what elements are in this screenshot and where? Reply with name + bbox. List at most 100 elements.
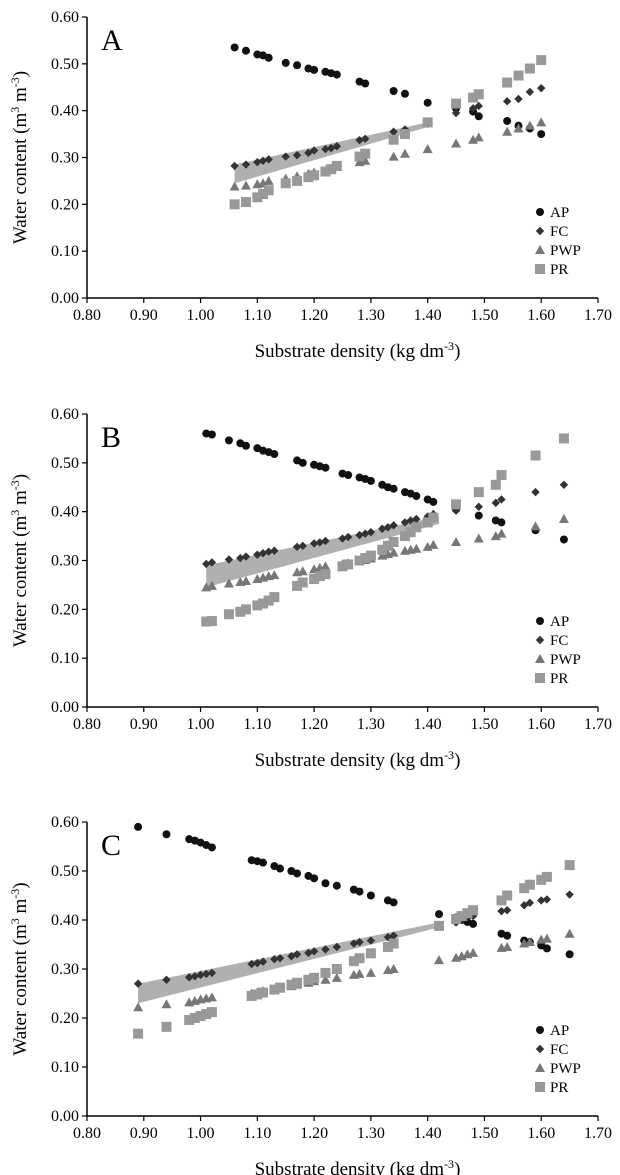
data-point-fc [525,87,535,97]
data-point-pr [377,544,388,555]
data-point-pwp [468,134,479,144]
x-tick-label: 1.00 [187,716,215,733]
y-tick-label: 0.10 [51,650,79,667]
legend-label-ap: AP [550,1023,569,1039]
chart-panel-a: 0.80 0.90 1.00 1.10 1.20 1.30 1.40 1.50 1.60 1.70… [8,9,612,362]
data-point-pr [331,160,342,171]
data-point-pr [451,499,462,510]
data-point-pwp [490,531,501,541]
data-point-fc [321,536,330,546]
data-point-pr [161,1021,172,1032]
x-tick-label: 1.60 [527,1125,555,1142]
data-point-fc [355,937,364,947]
data-point-ap [542,944,551,953]
data-point-fc [270,955,279,964]
data-point-ap [332,70,341,79]
data-point-pwp [399,148,410,158]
data-point-pr [309,170,320,181]
data-point-ap [264,53,273,62]
data-point-ap [389,86,398,95]
data-point-pwp [451,536,462,546]
shaded-band [138,922,440,1004]
legend-marker-fc [535,635,545,645]
x-tick-label: 1.60 [527,307,555,324]
data-point-fc [258,548,268,558]
data-point-ap [344,471,353,480]
y-tick-label: 0.40 [51,912,79,929]
data-point-pr [428,512,439,523]
data-point-pr [292,580,303,591]
data-point-fc [309,146,319,155]
y-axis-label: Water content (m3 m-3) [8,474,31,647]
data-point-pwp [331,972,342,982]
data-point-pr [524,63,535,74]
data-point-pwp [530,521,541,531]
data-point-pwp [502,126,513,136]
data-point-pr [382,941,393,952]
legend-marker-ap [536,1026,544,1034]
x-tick-label: 1.10 [243,1125,271,1142]
data-point-pwp [428,539,439,549]
data-point-ap [400,89,409,98]
data-point-pr [411,522,422,533]
data-point-fc [361,529,370,538]
series-pr [201,433,569,627]
y-tick-label: 0.20 [51,601,79,618]
data-point-pwp [360,155,371,165]
data-point-fc [292,950,302,959]
data-point-pr [490,479,501,490]
data-point-pr [195,1011,206,1022]
y-tick-label: 0.10 [51,243,79,260]
data-point-ap [435,910,444,919]
legend-label-fc: FC [550,633,568,649]
data-point-pwp [473,533,484,543]
data-point-fc [309,539,319,548]
data-point-pr [286,979,297,990]
data-point-fc [468,911,478,921]
data-point-pr [496,895,507,906]
data-point-fc [133,979,143,988]
data-point-pr [240,604,251,615]
data-point-fc [537,896,546,905]
data-point-fc [474,101,483,111]
data-point-ap [503,931,512,940]
data-point-pr [422,517,433,528]
data-point-pwp [422,144,433,154]
data-point-ap [497,518,506,527]
data-point-pr [263,185,274,196]
data-point-pr [258,987,269,998]
data-point-pr [388,536,399,547]
y-tick-label: 0.00 [51,290,79,307]
data-point-pr [524,879,535,890]
data-point-pr [133,1028,144,1039]
data-point-ap [474,112,483,121]
data-point-pwp [258,178,269,188]
series-pwp [229,117,547,191]
series-fc [202,480,569,569]
data-point-pr [240,196,251,207]
data-point-ap [412,492,421,501]
data-point-ap [321,463,330,472]
data-point-pr [536,874,547,885]
data-point-fc [389,521,398,530]
x-tick-label: 1.70 [584,1125,612,1142]
data-point-pwp [388,547,399,557]
data-point-fc [270,546,279,555]
legend-label-ap: AP [550,205,569,221]
data-point-pr [235,606,246,617]
data-point-fc [236,553,245,563]
data-point-pr [206,1007,217,1018]
data-point-pwp [229,181,240,191]
data-point-pwp [161,999,172,1009]
data-point-fc [298,541,307,551]
legend-marker-ap [536,208,544,216]
x-tick-label: 1.10 [243,716,271,733]
y-tick-label: 0.30 [51,553,79,570]
data-point-fc [292,542,302,552]
y-tick-label: 0.50 [51,56,79,73]
data-point-pr [263,595,274,606]
data-point-fc [275,954,285,963]
data-point-ap [361,79,370,88]
data-point-fc [185,973,194,982]
y-tick-label: 0.30 [51,150,79,167]
